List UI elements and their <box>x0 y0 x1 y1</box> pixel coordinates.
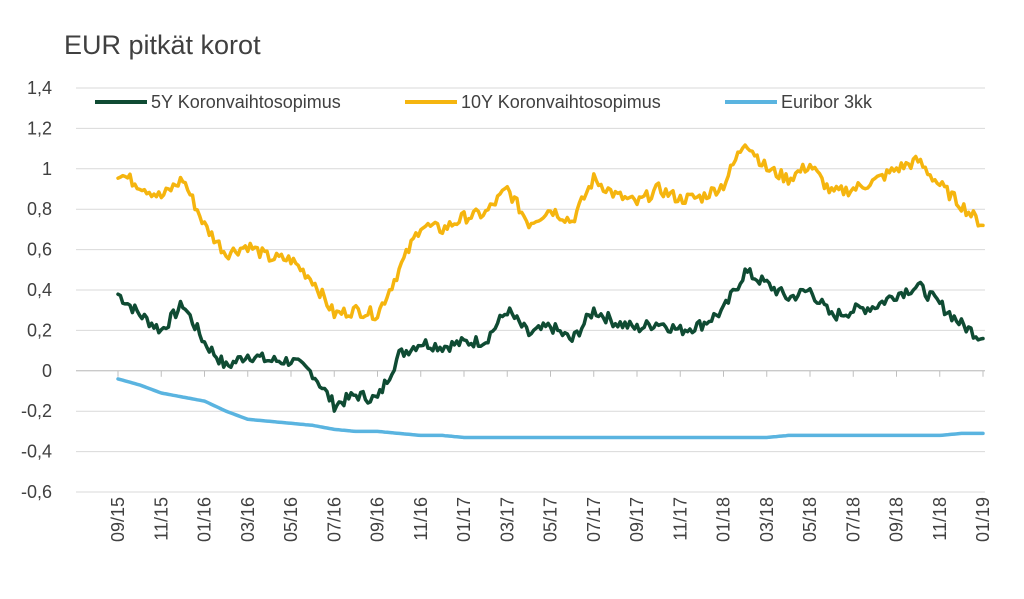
y-tick-label: 0,2 <box>27 320 52 340</box>
x-tick-label: 07/16 <box>324 497 344 542</box>
x-tick-label: 11/18 <box>930 497 950 541</box>
legend-label: 5Y Koronvaihtosopimus <box>151 92 341 112</box>
x-tick-label: 05/17 <box>541 497 561 542</box>
x-tick-label: 01/18 <box>714 497 734 542</box>
y-tick-label: -0,2 <box>21 401 52 421</box>
x-tick-label: 07/17 <box>584 497 604 542</box>
y-tick-label: -0,4 <box>21 442 52 462</box>
x-tick-label: 09/16 <box>368 497 388 542</box>
x-tick-label: 09/18 <box>887 497 907 542</box>
x-tick-label: 11/17 <box>670 497 690 541</box>
y-tick-label: 0 <box>42 361 52 381</box>
legend-label: 10Y Koronvaihtosopimus <box>461 92 661 112</box>
series-line <box>116 267 985 413</box>
x-tick-label: 01/17 <box>454 497 474 542</box>
x-tick-label: 09/15 <box>108 497 128 542</box>
x-tick-label: 07/18 <box>843 497 863 542</box>
series-line <box>116 143 985 322</box>
x-tick-label: 05/18 <box>800 497 820 542</box>
chart-title: EUR pitkät korot <box>64 30 261 60</box>
x-tick-label: 03/17 <box>497 497 517 542</box>
y-tick-label: 0,6 <box>27 240 52 260</box>
y-tick-label: -0,6 <box>21 482 52 502</box>
y-tick-label: 1,4 <box>27 78 52 98</box>
legend-label: Euribor 3kk <box>781 92 873 112</box>
y-tick-label: 1 <box>42 159 52 179</box>
series-line <box>116 377 985 440</box>
x-tick-label: 03/16 <box>238 497 258 542</box>
x-tick-label: 03/18 <box>757 497 777 542</box>
x-tick-label: 01/19 <box>973 497 993 542</box>
y-tick-label: 0,4 <box>27 280 52 300</box>
x-tick-label: 09/17 <box>627 497 647 542</box>
x-tick-label: 11/15 <box>151 497 171 541</box>
x-tick-label: 05/16 <box>281 497 301 542</box>
x-tick-label: 01/16 <box>195 497 215 542</box>
y-tick-label: 1,2 <box>27 118 52 138</box>
y-tick-label: 0,8 <box>27 199 52 219</box>
x-tick-label: 11/16 <box>411 497 431 541</box>
